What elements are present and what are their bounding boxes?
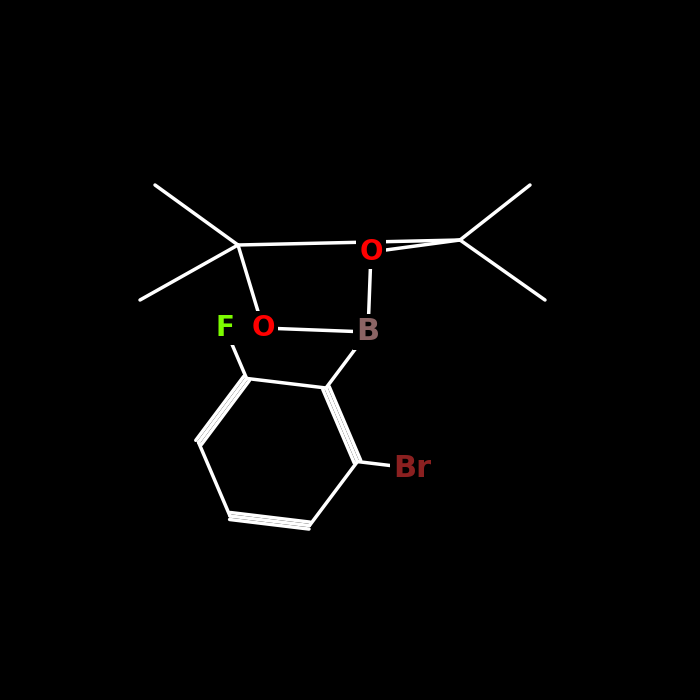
Text: Br: Br [393, 454, 431, 482]
Text: O: O [251, 314, 274, 342]
Text: O: O [359, 238, 383, 266]
Text: F: F [216, 314, 234, 342]
Text: B: B [356, 318, 379, 346]
